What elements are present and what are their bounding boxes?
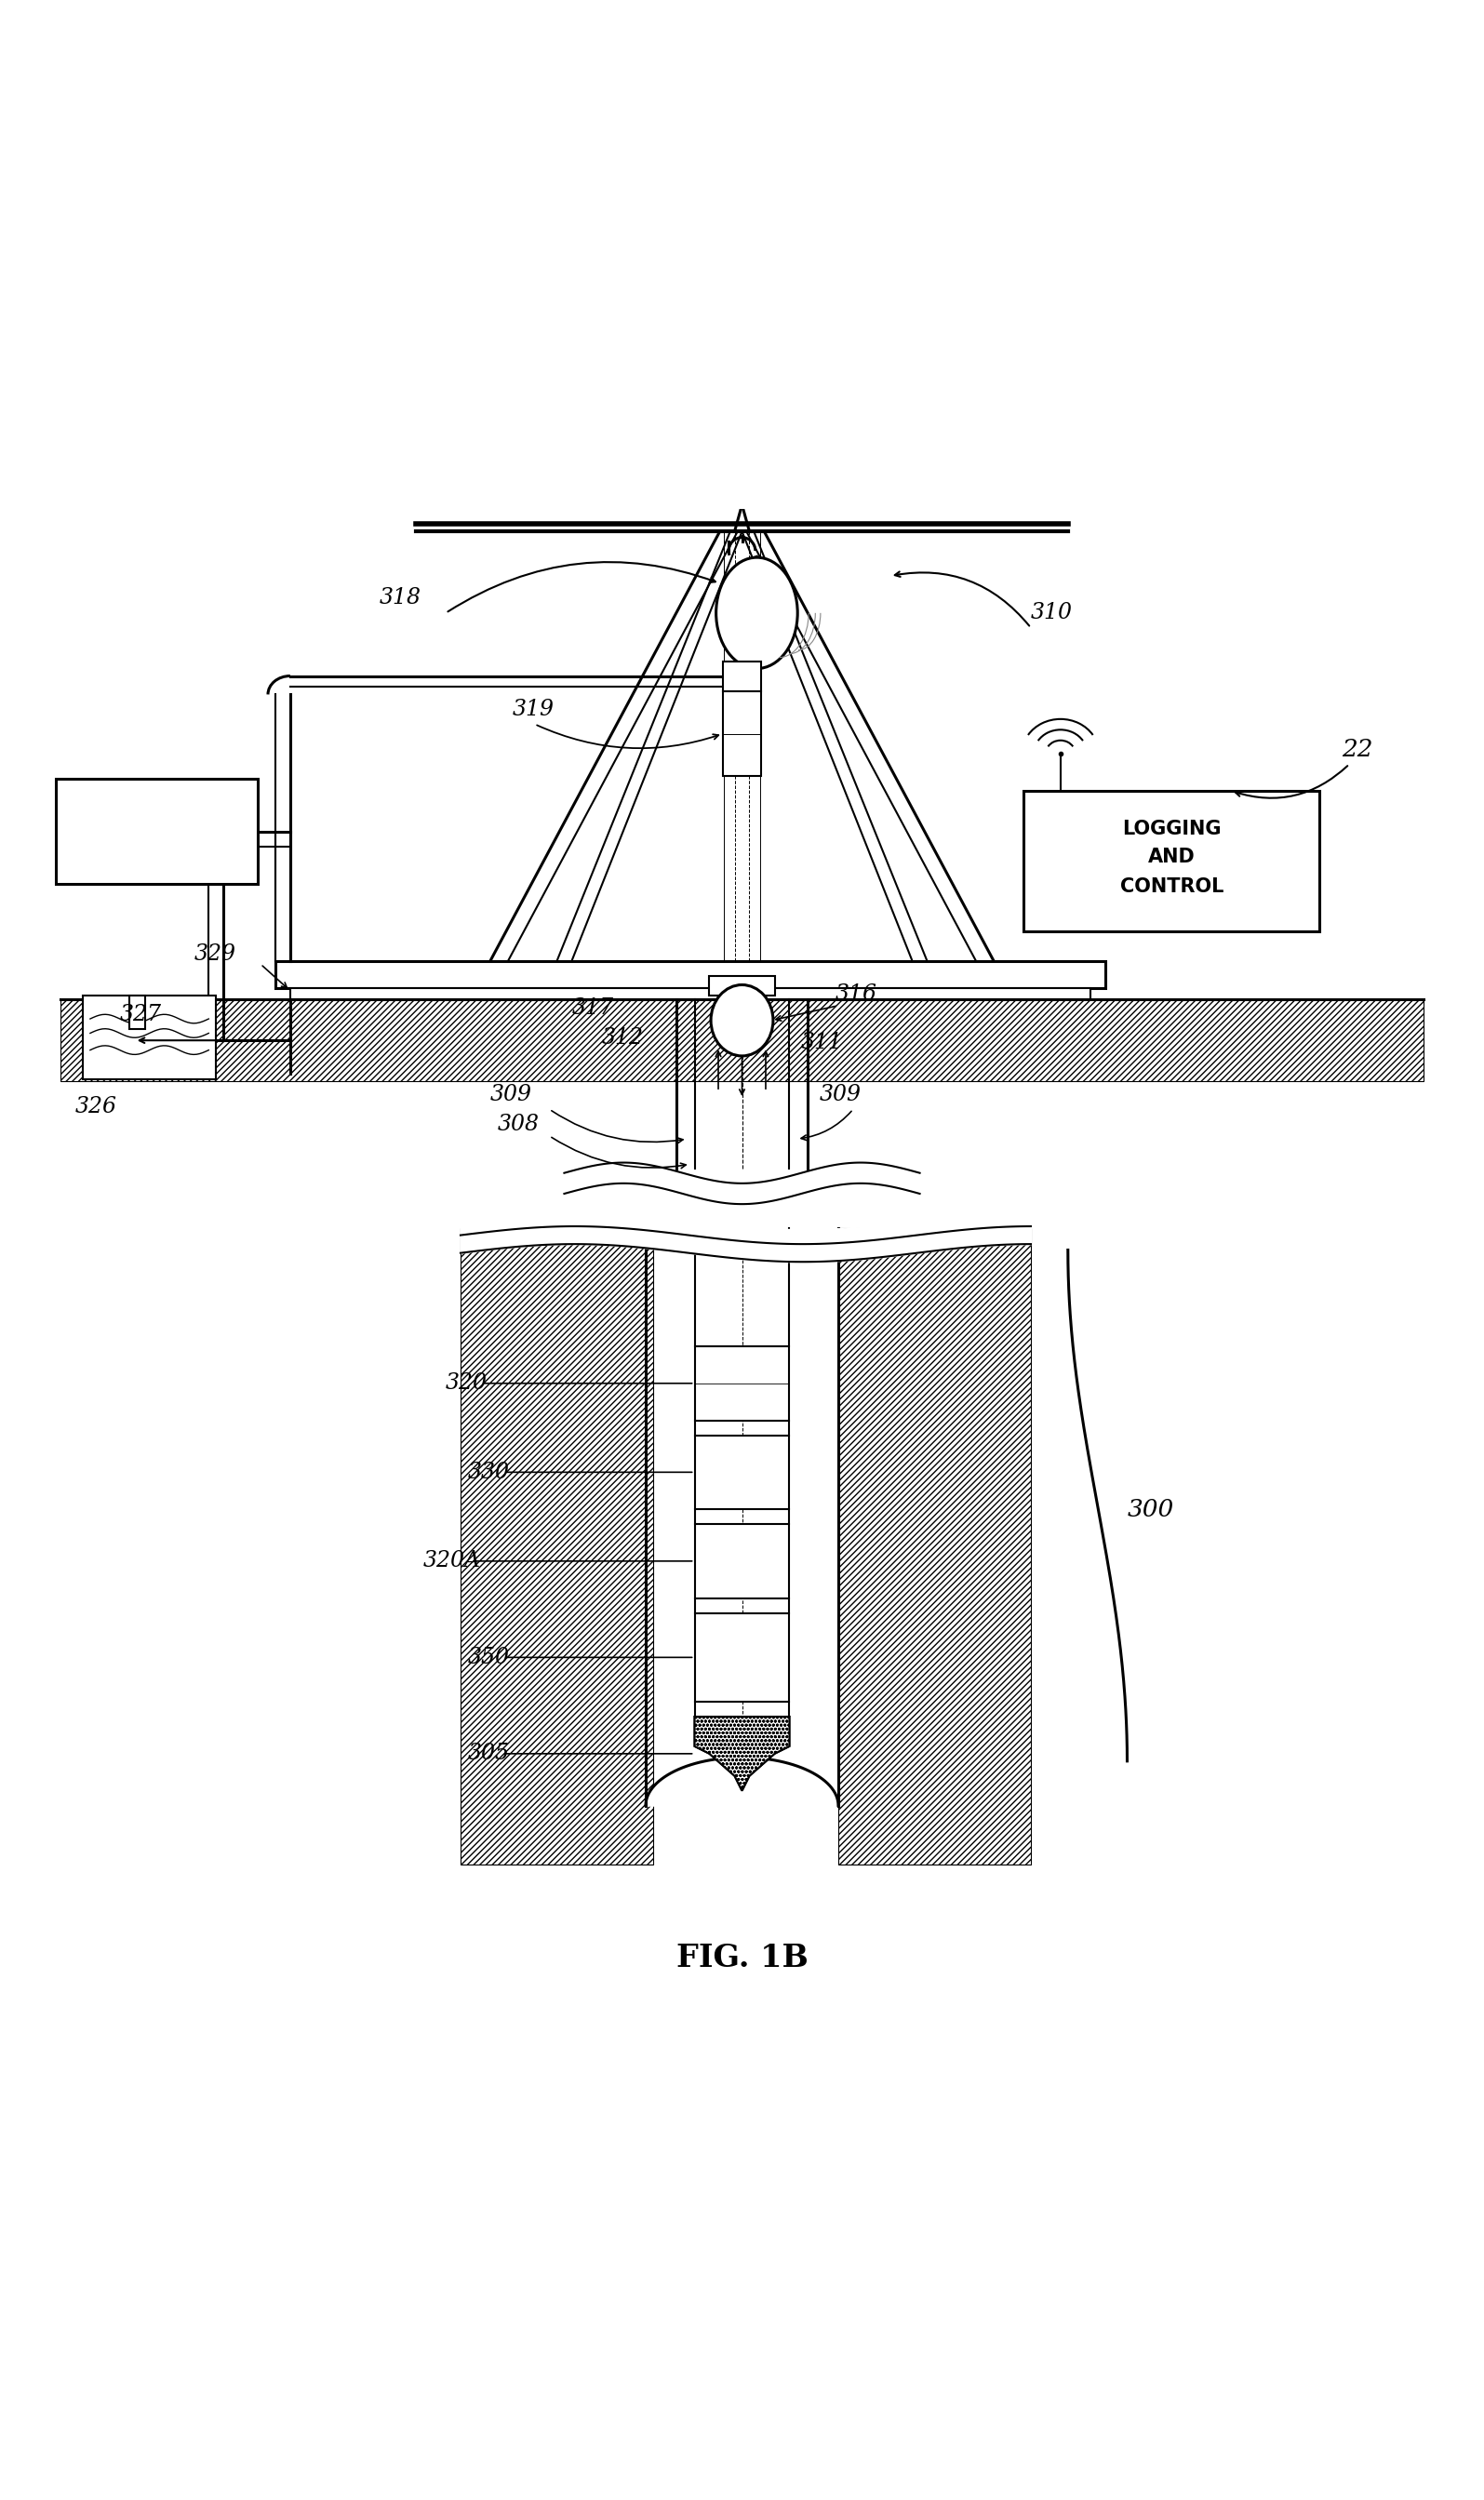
Text: 330: 330: [467, 1462, 510, 1482]
Bar: [1024, 790, 1319, 932]
Bar: [695, 1612, 789, 1703]
Bar: [723, 663, 761, 693]
Bar: [723, 693, 761, 775]
Polygon shape: [695, 1718, 789, 1790]
Ellipse shape: [717, 558, 797, 668]
Text: 326: 326: [76, 1095, 117, 1118]
Bar: [460, 1228, 653, 1865]
Bar: [129, 995, 145, 1030]
Text: 320: 320: [445, 1372, 488, 1395]
Bar: [276, 960, 1106, 988]
Text: 329: 329: [194, 942, 236, 965]
Bar: [291, 988, 1091, 1000]
Text: 305: 305: [467, 1742, 510, 1765]
Bar: [61, 1000, 1423, 1080]
FancyBboxPatch shape: [56, 780, 258, 885]
Text: 320A: 320A: [423, 1550, 481, 1572]
Text: 310: 310: [1031, 602, 1073, 622]
Bar: [709, 975, 775, 995]
Text: AND: AND: [1149, 848, 1195, 865]
Bar: [838, 1228, 1031, 1865]
Text: 22: 22: [1342, 738, 1373, 760]
Text: 308: 308: [497, 1112, 540, 1135]
Text: 309: 309: [490, 1085, 533, 1105]
Bar: [83, 995, 217, 1080]
Text: 319: 319: [512, 698, 554, 720]
Text: LOGGING: LOGGING: [1122, 820, 1221, 838]
Text: 318: 318: [378, 588, 421, 610]
Polygon shape: [695, 1718, 789, 1790]
Text: FIG. 1B: FIG. 1B: [677, 1942, 807, 1973]
Text: PUMP: PUMP: [119, 820, 194, 842]
Text: 327: 327: [120, 1005, 162, 1025]
Text: 312: 312: [601, 1028, 643, 1050]
Text: 309: 309: [819, 1085, 861, 1105]
Text: 311: 311: [801, 1032, 843, 1052]
Bar: [695, 1435, 789, 1510]
Ellipse shape: [711, 985, 773, 1055]
Text: 317: 317: [571, 998, 613, 1020]
Text: 316: 316: [835, 982, 877, 1005]
Bar: [695, 1525, 789, 1598]
Bar: [695, 1348, 789, 1420]
Text: CONTROL: CONTROL: [1120, 878, 1223, 895]
Text: 300: 300: [1128, 1498, 1174, 1520]
Text: 350: 350: [467, 1648, 510, 1668]
